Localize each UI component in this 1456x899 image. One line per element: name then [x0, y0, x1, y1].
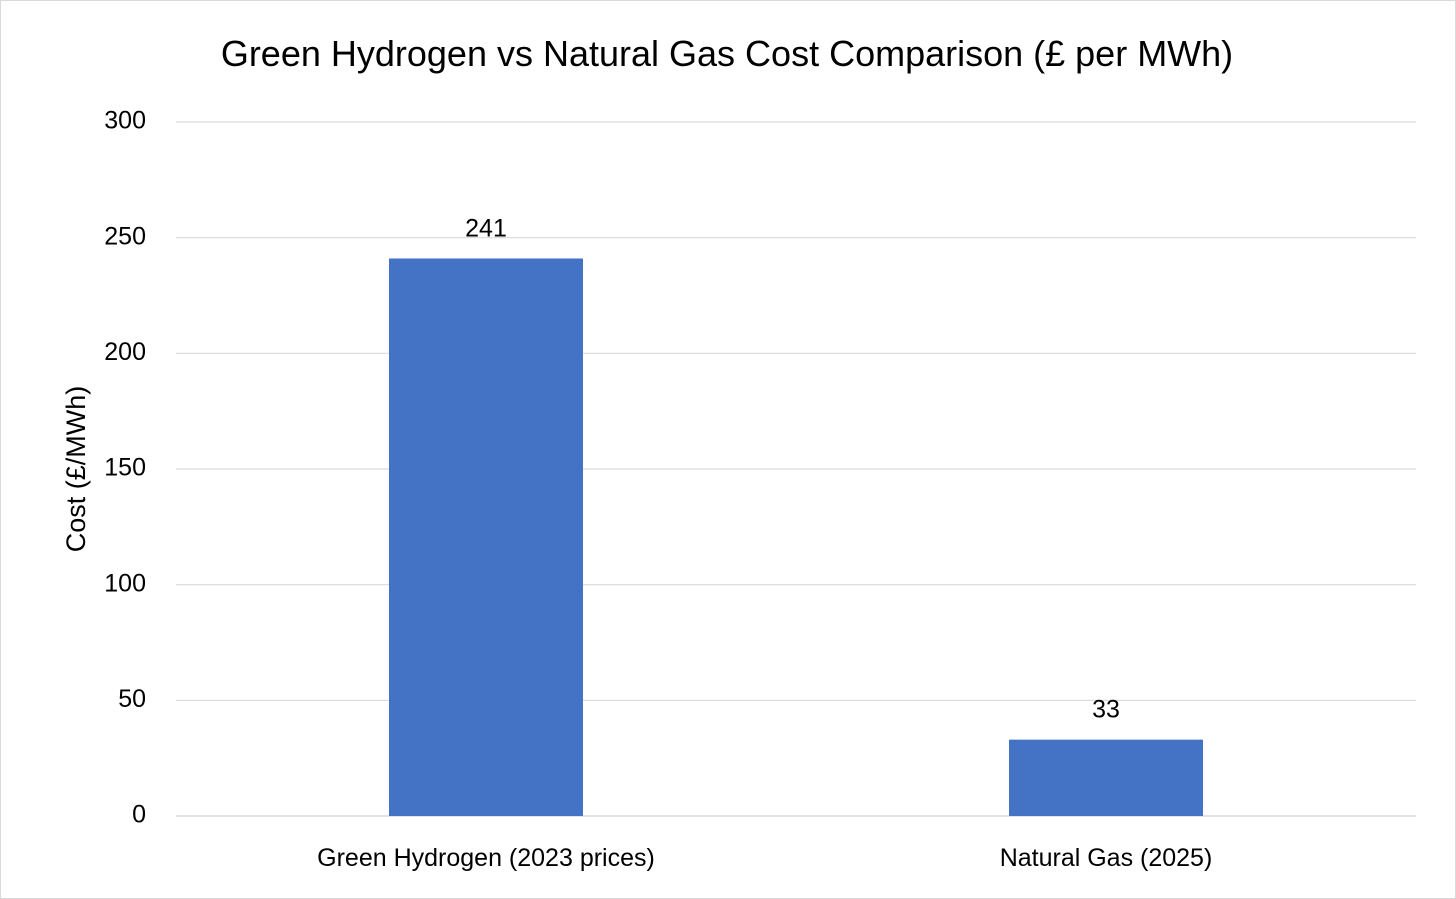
y-tick-label: 0 — [132, 801, 146, 829]
y-tick-label: 150 — [104, 454, 146, 482]
y-tick-label: 50 — [118, 685, 146, 713]
category-label: Green Hydrogen (2023 prices) — [317, 844, 655, 872]
data-label: 33 — [1092, 696, 1120, 724]
bars — [389, 258, 1203, 816]
category-label: Natural Gas (2025) — [1000, 844, 1213, 872]
y-axis-ticks: 0 50 100 150 200 250 300 — [104, 107, 146, 829]
y-tick-label: 200 — [104, 338, 146, 366]
y-tick-label: 300 — [104, 107, 146, 135]
bar — [389, 258, 583, 816]
y-tick-label: 250 — [104, 222, 146, 250]
gridlines — [176, 121, 1416, 817]
y-axis-title: Cost (£/MWh) — [61, 386, 91, 553]
bar — [1009, 739, 1203, 816]
x-axis-categories: Green Hydrogen (2023 prices) Natural Gas … — [317, 844, 1212, 872]
data-label: 241 — [465, 214, 507, 242]
data-labels: 241 33 — [465, 214, 1120, 723]
y-tick-label: 100 — [104, 569, 146, 597]
chart-title: Green Hydrogen vs Natural Gas Cost Compa… — [221, 33, 1233, 74]
